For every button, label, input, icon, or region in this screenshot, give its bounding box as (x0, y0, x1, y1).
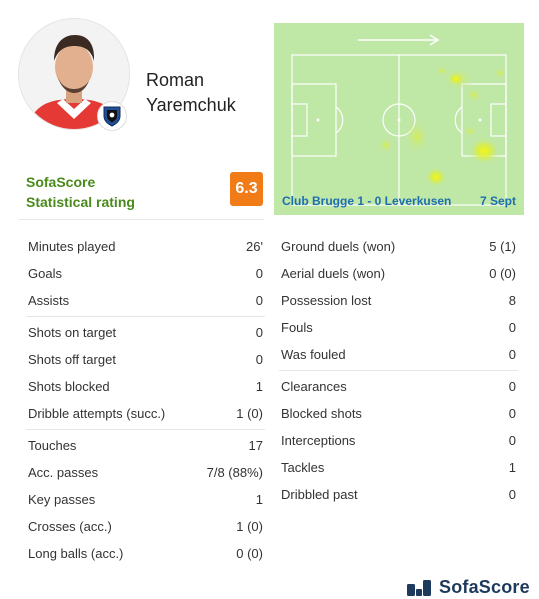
divider (26, 316, 265, 317)
stat-value: 0 (0) (489, 266, 516, 281)
club-brugge-crest-icon (103, 106, 121, 127)
stat-label: Aerial duels (won) (281, 266, 386, 281)
stat-row: Interceptions 0 (281, 427, 516, 454)
stat-value: 0 (508, 406, 516, 421)
stat-label: Interceptions (281, 433, 356, 448)
player-name: Roman Yaremchuk (146, 68, 236, 118)
stat-value: 8 (508, 293, 516, 308)
rating-label-brand: SofaScore (26, 174, 96, 190)
pitch-lines (291, 54, 507, 206)
stat-row: Blocked shots 0 (281, 400, 516, 427)
stat-label: Shots off target (28, 352, 116, 367)
player-first-name: Roman (146, 70, 205, 90)
stat-label: Acc. passes (28, 465, 99, 480)
stat-value: 1 (255, 379, 263, 394)
stat-row: Long balls (acc.) 0 (0) (28, 540, 263, 567)
stat-label: Fouls (281, 320, 313, 335)
divider (19, 219, 264, 220)
stat-label: Long balls (acc.) (28, 546, 124, 561)
stat-label: Assists (28, 293, 70, 308)
stat-label: Possession lost (281, 293, 372, 308)
stat-row: Tackles 1 (281, 454, 516, 481)
stat-label: Shots blocked (28, 379, 110, 394)
heatmap (274, 23, 524, 215)
rating-badge: 6.3 (230, 172, 263, 206)
stat-label: Minutes played (28, 239, 116, 254)
stat-label: Shots on target (28, 325, 117, 340)
stat-value: 0 (508, 320, 516, 335)
stat-value: 1 (255, 492, 263, 507)
stat-row: Crosses (acc.) 1 (0) (28, 513, 263, 540)
stat-row: Dribbled past 0 (281, 481, 516, 508)
stat-label: Blocked shots (281, 406, 362, 421)
stat-value: 0 (0) (236, 546, 263, 561)
stat-row: Shots blocked 1 (28, 373, 263, 400)
stat-label: Goals (28, 266, 62, 281)
stat-value: 1 (0) (236, 406, 263, 421)
player-photo-icon (19, 19, 129, 129)
club-badge (97, 101, 127, 131)
player-last-name: Yaremchuk (146, 95, 236, 115)
stat-row: Aerial duels (won) 0 (0) (281, 260, 516, 287)
rating-label-text: Statistical rating (26, 194, 135, 210)
player-avatar (18, 18, 130, 130)
stat-row: Touches 17 (28, 432, 263, 459)
stats-column-left: Minutes played 26' Goals 0 Assists 0 Shots … (26, 233, 265, 567)
stat-value: 5 (1) (489, 239, 516, 254)
stat-label: Tackles (281, 460, 325, 475)
divider (279, 370, 518, 371)
stats-column-right: Ground duels (won) 5 (1) Aerial duels (wo… (279, 233, 518, 508)
stat-label: Key passes (28, 492, 96, 507)
sofascore-logo-icon (407, 579, 431, 596)
heat-spots (377, 66, 507, 187)
stat-row: Was fouled 0 (281, 341, 516, 368)
heatmap-pitch (291, 34, 507, 206)
brand-footer[interactable]: SofaScore (407, 577, 530, 598)
match-date: 7 Sept (479, 194, 516, 208)
attack-direction-arrow-icon (358, 34, 440, 46)
stat-value: 0 (508, 347, 516, 362)
stat-row: Goals 0 (28, 260, 263, 287)
stat-row: Possession lost 8 (281, 287, 516, 314)
stat-row: Clearances 0 (281, 373, 516, 400)
stat-value: 0 (508, 433, 516, 448)
stat-value: 0 (255, 352, 263, 367)
match-label[interactable]: Club Brugge 1 - 0 Leverkusen (282, 194, 452, 208)
stat-row: Fouls 0 (281, 314, 516, 341)
stat-value: 0 (255, 293, 263, 308)
stat-label: Ground duels (won) (281, 239, 396, 254)
stat-row: Minutes played 26' (28, 233, 263, 260)
brand-name: SofaScore (439, 577, 530, 597)
stat-value: 0 (255, 266, 263, 281)
stat-row: Acc. passes 7/8 (88%) (28, 459, 263, 486)
stat-row: Ground duels (won) 5 (1) (281, 233, 516, 260)
stat-value: 0 (508, 487, 516, 502)
stat-value: 17 (248, 438, 263, 453)
stat-row: Shots on target 0 (28, 319, 263, 346)
stat-label: Dribble attempts (succ.) (28, 406, 166, 421)
rating-label: SofaScore Statistical rating (26, 172, 135, 212)
stat-value: 1 (0) (236, 519, 263, 534)
stat-label: Crosses (acc.) (28, 519, 112, 534)
stat-row: Dribble attempts (succ.) 1 (0) (28, 400, 263, 427)
stat-value: 0 (255, 325, 263, 340)
stat-label: Dribbled past (281, 487, 358, 502)
stat-label: Was fouled (281, 347, 346, 362)
stat-label: Touches (28, 438, 77, 453)
stat-row: Shots off target 0 (28, 346, 263, 373)
stat-value: 26' (246, 239, 263, 254)
divider (26, 429, 265, 430)
stat-row: Assists 0 (28, 287, 263, 314)
stat-label: Clearances (281, 379, 347, 394)
stat-value: 7/8 (88%) (206, 465, 263, 480)
stat-value: 0 (508, 379, 516, 394)
stat-value: 1 (508, 460, 516, 475)
stat-row: Key passes 1 (28, 486, 263, 513)
